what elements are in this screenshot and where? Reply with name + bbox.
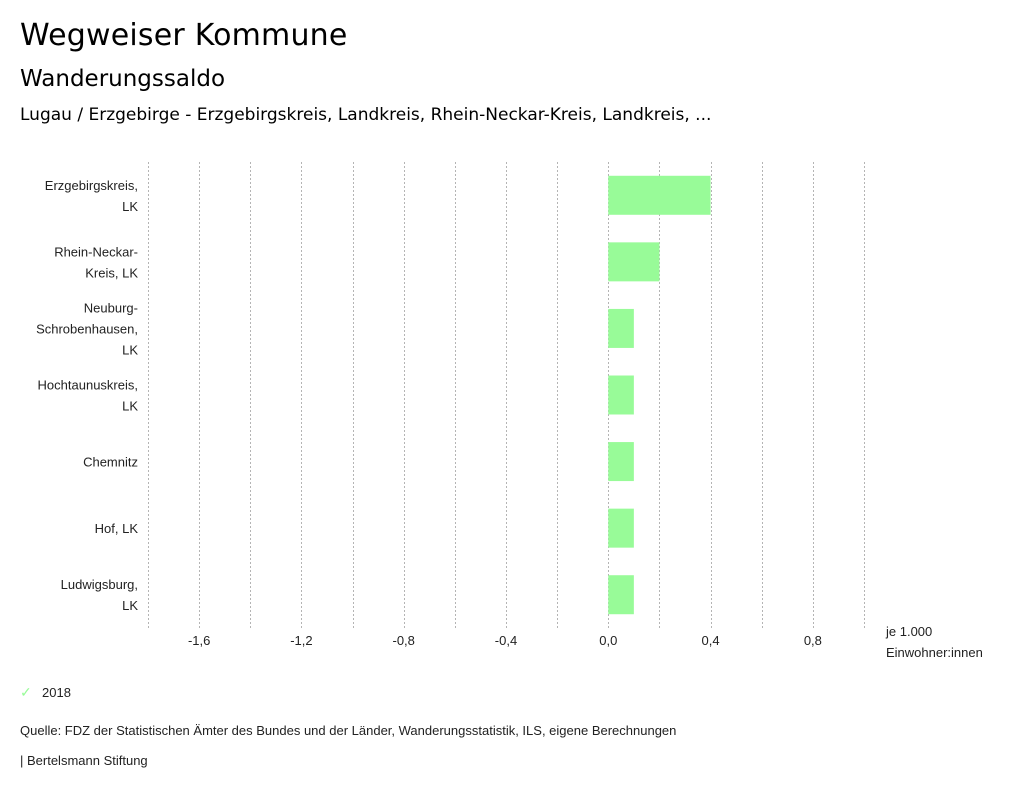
bar[interactable]: [608, 575, 634, 615]
bar[interactable]: [608, 308, 634, 348]
x-tick-label: -1,2: [290, 633, 312, 648]
grid-lines: [148, 162, 865, 628]
check-icon: ✓: [20, 684, 32, 700]
bar[interactable]: [608, 242, 660, 282]
category-label: Rhein-Neckar-Kreis, LK: [54, 244, 138, 280]
x-axis-label: je 1.000: [885, 624, 932, 639]
bar[interactable]: [608, 375, 634, 415]
legend-label-2018: 2018: [42, 685, 71, 700]
bar-chart: Erzgebirgskreis, LK Rhein-Neckar-Kreis, LK…: [36, 162, 983, 660]
category-label: Hochtaunuskreis, LK: [38, 378, 139, 414]
category-label: Chemnitz: [83, 455, 138, 470]
bar[interactable]: [608, 175, 711, 215]
category-label: Neuburg-Schrobenhausen, LK: [36, 300, 138, 357]
category-label: Hof, LK: [95, 521, 139, 536]
page-title: Wegweiser Kommune: [20, 18, 348, 53]
chart-subtitle: Wanderungssaldo: [20, 66, 226, 92]
region-label: Lugau / Erzgebirge - Erzgebirgskreis, La…: [20, 105, 712, 125]
source-note: Quelle: FDZ der Statistischen Ämter des …: [20, 723, 677, 738]
x-tick-label: 0,4: [702, 633, 720, 648]
category-label: Erzgebirgskreis, LK: [45, 178, 139, 214]
legend[interactable]: ✓ 2018: [20, 684, 71, 701]
x-tick-label: -1,6: [188, 633, 210, 648]
bar[interactable]: [608, 442, 634, 482]
category-labels: Erzgebirgskreis, LK Rhein-Neckar-Kreis, LK…: [36, 178, 138, 613]
x-tick-label: -0,4: [495, 633, 517, 648]
category-label: Ludwigsburg, LK: [61, 577, 139, 613]
bars: [608, 175, 711, 615]
x-tick-labels: -1,6 -1,2 -0,8 -0,4 0,0 0,4 0,8: [188, 633, 822, 648]
credit-note: | Bertelsmann Stiftung: [20, 753, 148, 768]
bar[interactable]: [608, 508, 634, 548]
x-tick-label: -0,8: [393, 633, 415, 648]
x-axis-unit-label: je 1.000 Einwohner:innen: [885, 624, 983, 660]
x-axis-label: Einwohner:innen: [886, 645, 983, 660]
x-tick-label: 0,8: [804, 633, 822, 648]
x-tick-label: 0,0: [599, 633, 617, 648]
